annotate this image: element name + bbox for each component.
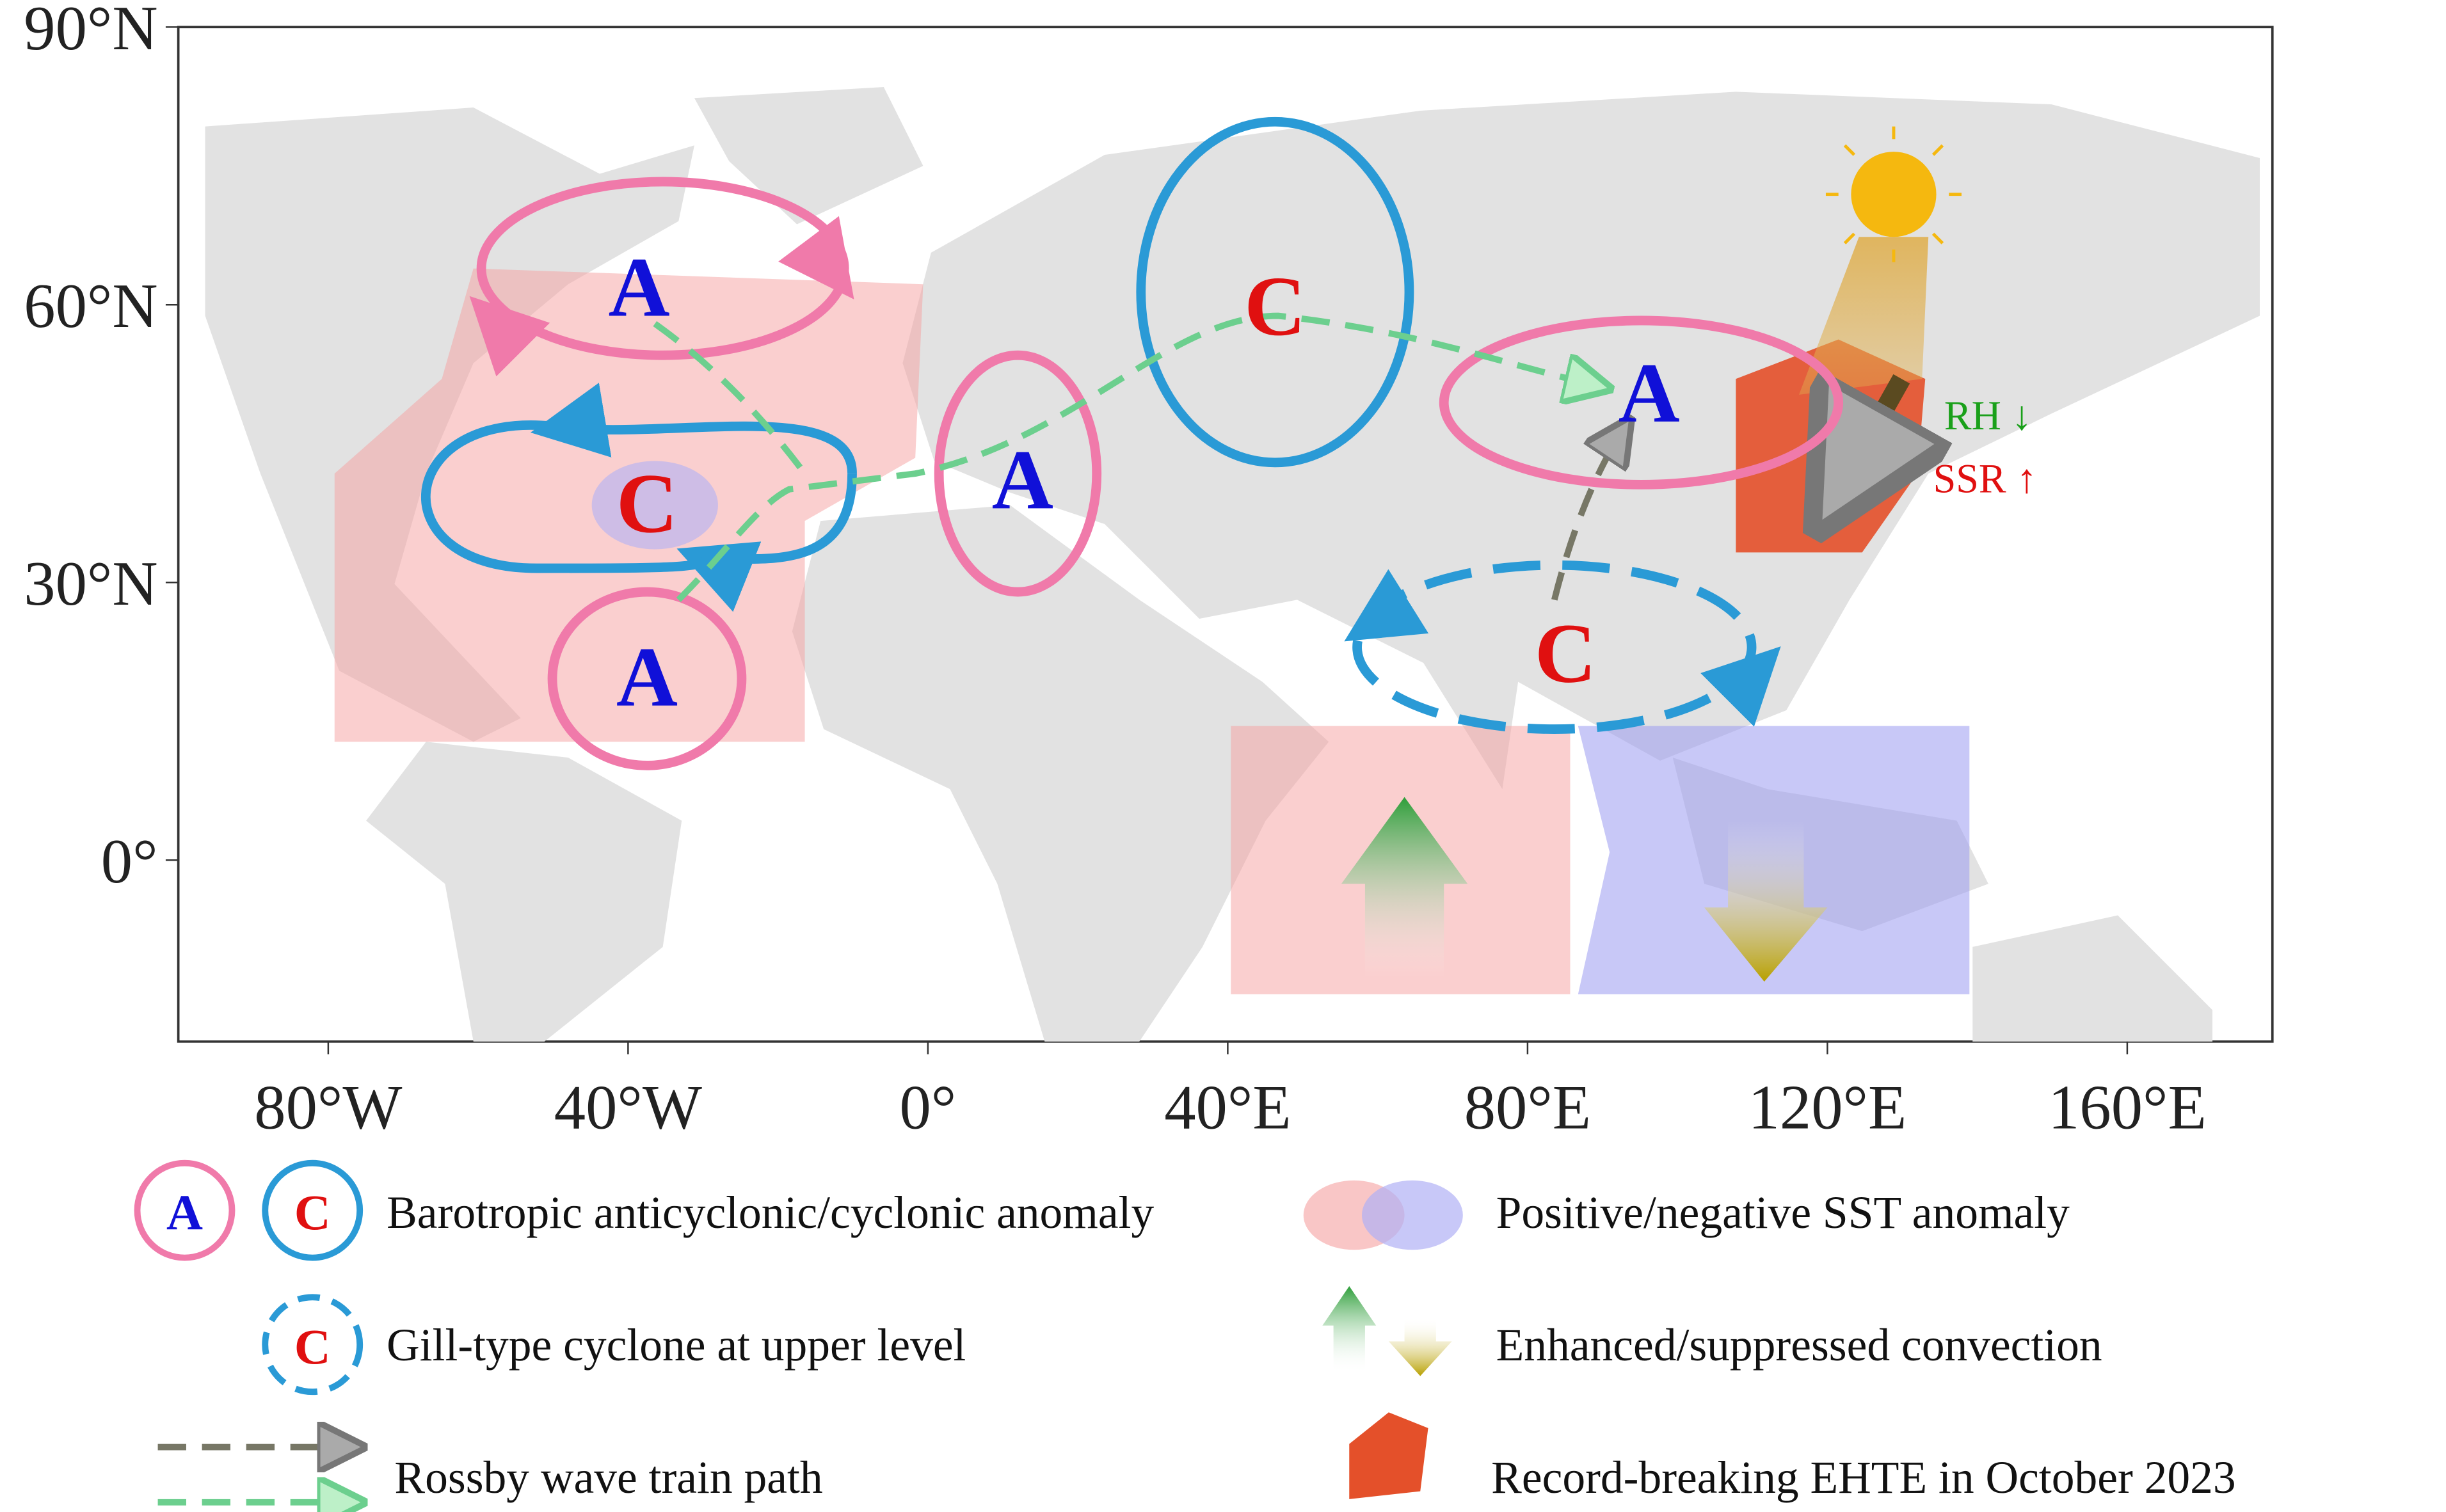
x-tick-label: 160°E bbox=[2048, 1072, 2207, 1142]
center-label: C bbox=[1244, 259, 1306, 353]
x-tick-label: 80°W bbox=[254, 1072, 402, 1142]
center-label: A bbox=[1619, 346, 1680, 440]
sun bbox=[1851, 152, 1937, 237]
legend-label: Enhanced/suppressed convection bbox=[1496, 1320, 2102, 1371]
legend-icon-label: A bbox=[166, 1185, 203, 1241]
rossby-path-gray bbox=[1551, 426, 1626, 601]
legend-icons bbox=[134, 1159, 1463, 1502]
y-tick-label: 60°N bbox=[24, 271, 157, 341]
legend-label: Record-breaking EHTE in October 2023 bbox=[1491, 1452, 2235, 1503]
legend-label: Barotropic anticyclonic/cyclonic anomaly bbox=[387, 1188, 1154, 1238]
sun-arrow bbox=[1830, 379, 1901, 505]
ssr-label: SSR ↑ bbox=[1933, 456, 2037, 502]
x-tick-label: 0° bbox=[900, 1072, 957, 1142]
y-tick-label: 30°N bbox=[24, 549, 157, 619]
legend-icon-label: C bbox=[294, 1319, 331, 1375]
legend-label: Positive/negative SST anomaly bbox=[1496, 1188, 2070, 1238]
circulations bbox=[420, 116, 1844, 770]
x-tick-label: 120°E bbox=[1748, 1072, 1907, 1142]
sun-beam bbox=[1799, 237, 1929, 395]
legend-icon-label: C bbox=[294, 1185, 331, 1241]
rh-label: RH ↓ bbox=[1944, 393, 2032, 438]
center-label: A bbox=[609, 240, 670, 335]
y-tick-label: 90°N bbox=[24, 0, 157, 63]
x-tick-label: 40°E bbox=[1164, 1072, 1291, 1142]
center-label: C bbox=[1535, 606, 1596, 701]
legend-label: Rossby wave train path bbox=[394, 1452, 822, 1503]
ticks: 80°W 40°W 0° 40°E 80°E 120°E 160°E 90°N 60°N 30°N… bbox=[24, 0, 2206, 1142]
suppressed-convection bbox=[1704, 820, 1828, 982]
sun-rays bbox=[1825, 126, 1962, 262]
x-tick-label: 40°W bbox=[554, 1072, 702, 1142]
legend-label: Gill-type cyclone at upper level bbox=[387, 1320, 966, 1371]
rossby-path bbox=[653, 312, 1601, 602]
center-label: A bbox=[616, 630, 678, 724]
enhanced-convection bbox=[1341, 797, 1468, 979]
center-label: A bbox=[992, 432, 1053, 527]
legend: Barotropic anticyclonic/cyclonic anomaly… bbox=[166, 1185, 2236, 1503]
center-label: C bbox=[616, 456, 678, 550]
y-tick-label: 0° bbox=[101, 827, 158, 896]
x-tick-label: 80°E bbox=[1464, 1072, 1591, 1142]
